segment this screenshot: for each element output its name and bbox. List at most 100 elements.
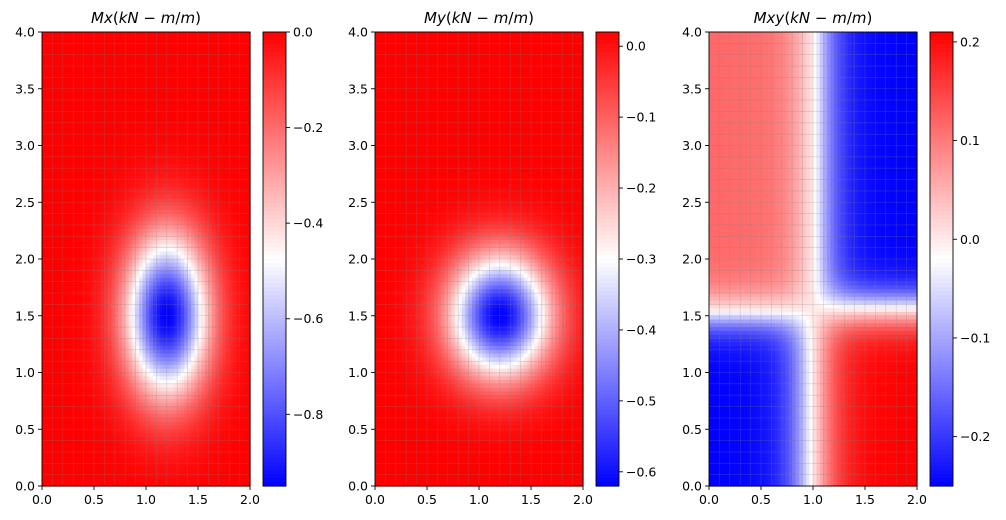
- mx-heatmap-cell: [215, 247, 220, 253]
- mx-heatmap-cell: [128, 251, 133, 256]
- mx-heatmap-cell: [246, 153, 251, 158]
- mx-heatmap-cell: [166, 224, 171, 230]
- mx-heatmap-cell: [94, 69, 99, 75]
- mx-heatmap-cell: [173, 168, 178, 173]
- mx-heatmap-cell: [104, 311, 109, 317]
- mx-heatmap-cell: [62, 213, 67, 218]
- mx-heatmap-cell: [59, 243, 64, 249]
- mx-heatmap-cell: [76, 134, 81, 139]
- mx-heatmap-cell: [152, 119, 157, 124]
- mx-heatmap-cell: [45, 221, 50, 226]
- mx-heatmap-cell: [94, 54, 99, 60]
- mx-heatmap-cell: [194, 190, 199, 196]
- mx-heatmap-cell: [215, 194, 220, 200]
- mx-heatmap-cell: [208, 32, 213, 37]
- mx-heatmap-cell: [156, 84, 161, 90]
- mx-heatmap-cell: [149, 183, 154, 188]
- mx-heatmap-cell: [104, 32, 109, 37]
- mx-heatmap-cell: [55, 43, 60, 48]
- mx-heatmap-cell: [52, 171, 57, 177]
- mx-heatmap-cell: [97, 259, 102, 264]
- mx-heatmap-cell: [66, 130, 71, 135]
- mx-heatmap-cell: [48, 334, 53, 340]
- mx-heatmap-cell: [149, 153, 154, 158]
- mx-heatmap-cell: [194, 156, 199, 162]
- mx-heatmap-cell: [239, 81, 244, 86]
- mx-heatmap-cell: [100, 274, 105, 279]
- mx-heatmap-cell: [128, 255, 133, 260]
- mx-heatmap-cell: [170, 224, 175, 230]
- mx-heatmap-cell: [90, 73, 95, 78]
- mx-heatmap-cell: [229, 198, 234, 203]
- mx-heatmap-cell: [52, 266, 57, 271]
- mx-heatmap-cell: [163, 194, 168, 200]
- mx-heatmap-cell: [187, 259, 192, 264]
- mx-heatmap-cell: [173, 153, 178, 158]
- mx-heatmap-cell: [149, 224, 154, 230]
- mx-heatmap-cell: [232, 141, 237, 147]
- mx-heatmap-cell: [177, 137, 182, 143]
- mx-heatmap-cell: [42, 209, 47, 215]
- mx-heatmap-cell: [156, 32, 161, 37]
- mx-heatmap-cell: [204, 293, 209, 298]
- mx-heatmap-cell: [229, 319, 234, 324]
- mx-heatmap-cell: [232, 240, 237, 245]
- mx-heatmap-cell: [159, 47, 164, 52]
- mx-heatmap-cell: [42, 73, 47, 78]
- mx-heatmap-cell: [52, 330, 57, 336]
- mx-heatmap-cell: [218, 228, 223, 234]
- mx-heatmap-cell: [184, 141, 189, 147]
- mx-heatmap-cell: [187, 262, 192, 268]
- mx-heatmap-cell: [243, 255, 248, 260]
- mx-heatmap-cell: [156, 334, 161, 340]
- mx-heatmap-cell: [132, 228, 137, 234]
- mx-heatmap-cell: [59, 119, 64, 124]
- mx-heatmap-cell: [246, 338, 251, 343]
- mx-heatmap-cell: [100, 100, 105, 105]
- mx-heatmap-cell: [173, 342, 178, 347]
- mx-heatmap-cell: [225, 236, 230, 241]
- mx-heatmap-cell: [187, 296, 192, 302]
- mx-heatmap-cell: [222, 145, 227, 150]
- mx-heatmap-cell: [173, 289, 178, 294]
- mx-heatmap-cell: [121, 187, 126, 192]
- mx-heatmap-cell: [218, 92, 223, 97]
- mx-heatmap-cell: [194, 88, 199, 94]
- mx-heatmap-cell: [111, 66, 116, 71]
- mx-heatmap-cell: [66, 285, 71, 290]
- mx-heatmap-cell: [48, 160, 53, 166]
- mx-heatmap-cell: [76, 319, 81, 324]
- mx-heatmap-cell: [107, 179, 112, 184]
- mx-heatmap-cell: [243, 69, 248, 75]
- mx-heatmap-cell: [76, 168, 81, 173]
- mx-heatmap-cell: [42, 171, 47, 177]
- mx-heatmap-cell: [114, 62, 119, 67]
- mx-heatmap-cell: [166, 58, 171, 63]
- mx-heatmap-cell: [66, 39, 71, 44]
- mx-heatmap-cell: [87, 277, 92, 283]
- mx-heatmap-cell: [73, 103, 78, 109]
- mx-heatmap-cell: [191, 311, 196, 317]
- mx-heatmap-cell: [62, 251, 67, 256]
- mx-heatmap-cell: [135, 111, 140, 116]
- mx-heatmap-cell: [208, 323, 213, 328]
- mx-heatmap-cell: [152, 137, 157, 143]
- mx-heatmap-cell: [62, 323, 67, 328]
- mx-heatmap-cell: [128, 281, 133, 287]
- mx-heatmap-cell: [149, 311, 154, 317]
- mx-heatmap-cell: [55, 111, 60, 116]
- mx-heatmap-cell: [55, 289, 60, 294]
- mx-heatmap-cell: [156, 342, 161, 347]
- mx-heatmap-cell: [191, 194, 196, 200]
- mx-heatmap-cell: [107, 232, 112, 237]
- mx-heatmap-cell: [177, 259, 182, 264]
- mx-heatmap-cell: [146, 175, 151, 181]
- mx-heatmap-cell: [121, 277, 126, 283]
- mx-heatmap-cell: [194, 240, 199, 245]
- mx-heatmap-cell: [201, 247, 206, 253]
- mx-heatmap-cell: [62, 179, 67, 184]
- mx-heatmap-cell: [111, 107, 116, 113]
- mx-heatmap-cell: [125, 66, 130, 71]
- mx-heatmap-cell: [135, 92, 140, 97]
- mx-heatmap-cell: [55, 32, 60, 37]
